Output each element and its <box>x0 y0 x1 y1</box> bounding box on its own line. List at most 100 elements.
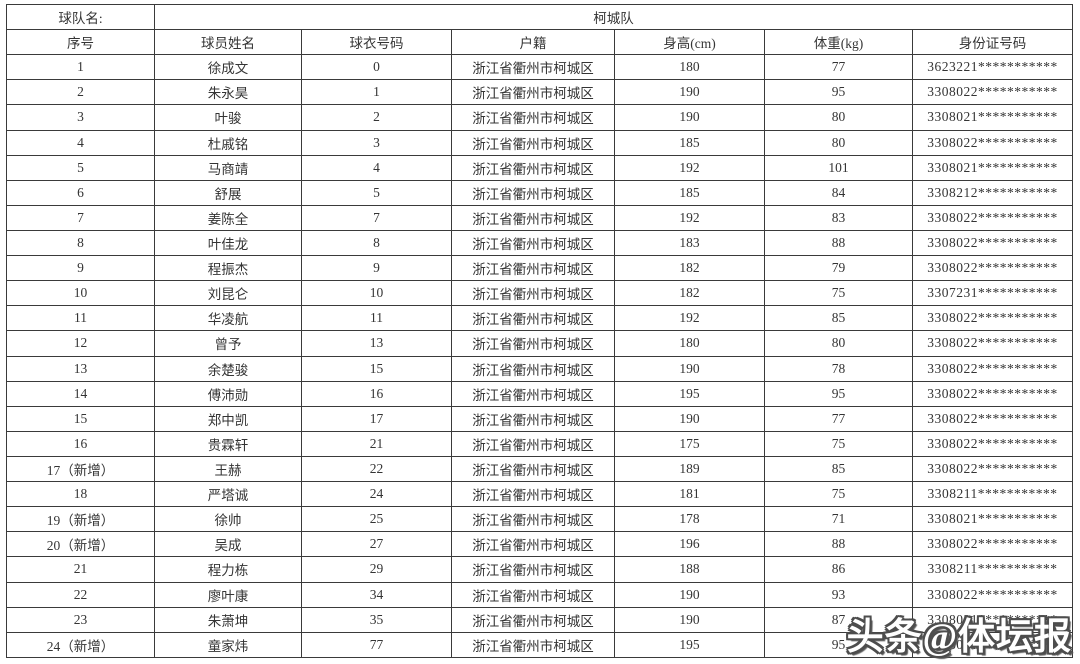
player-row: 23 朱萧坤 35 浙江省衢州市柯城区 190 87 3308021*********** <box>6 606 1074 633</box>
cell-residence: 浙江省衢州市柯城区 <box>451 455 615 483</box>
cell-id: 3307231*********** <box>911 280 1074 307</box>
cell-weight: 71 <box>764 506 913 533</box>
column-header-no: 序号 <box>6 29 155 56</box>
cell-id: 3623221*********** <box>911 54 1074 81</box>
column-header-residence: 户籍 <box>451 29 615 56</box>
player-row: 13 余楚骏 15 浙江省衢州市柯城区 190 78 3308022*********** <box>6 355 1074 382</box>
cell-id: 3308022*********** <box>911 405 1074 432</box>
player-row: 17（新增） 王赫 22 浙江省衢州市柯城区 189 85 3308022*********… <box>6 455 1074 483</box>
cell-weight: 80 <box>764 104 913 131</box>
cell-height: 189 <box>614 455 765 483</box>
cell-name: 廖叶康 <box>154 581 302 608</box>
cell-height: 192 <box>614 305 765 332</box>
column-header-weight: 体重(kg) <box>764 29 913 56</box>
cell-no: 13 <box>6 355 155 382</box>
cell-name: 朱萧坤 <box>154 606 302 633</box>
cell-residence: 浙江省衢州市柯城区 <box>451 255 615 282</box>
column-header-height: 身高(cm) <box>614 29 765 56</box>
roster-table: 球队名: 柯城队 序号 球员姓名 球衣号码 户籍 身高(cm) 体重(kg) 身份证号码 1… <box>6 3 1074 659</box>
cell-id: 3308022*********** <box>911 355 1074 382</box>
cell-id: 3308022*********** <box>911 79 1074 106</box>
cell-weight: 85 <box>764 305 913 332</box>
cell-id: 3308022*********** <box>911 430 1074 457</box>
cell-no: 18 <box>6 481 155 508</box>
player-row: 10 刘昆仑 10 浙江省衢州市柯城区 182 75 3307231*********** <box>6 280 1074 307</box>
cell-residence: 浙江省衢州市柯城区 <box>451 631 615 659</box>
cell-weight: 87 <box>764 606 913 633</box>
cell-jersey: 16 <box>301 380 452 407</box>
cell-jersey: 5 <box>301 179 452 206</box>
cell-residence: 浙江省衢州市柯城区 <box>451 129 615 156</box>
player-row: 22 廖叶康 34 浙江省衢州市柯城区 190 93 3308022*********** <box>6 581 1074 608</box>
cell-no: 14 <box>6 380 155 407</box>
cell-no: 12 <box>6 330 155 357</box>
cell-jersey: 2 <box>301 104 452 131</box>
cell-jersey: 4 <box>301 154 452 181</box>
cell-jersey: 17 <box>301 405 452 432</box>
cell-no: 5 <box>6 154 155 181</box>
cell-name: 王赫 <box>154 455 302 483</box>
player-row: 19（新增） 徐帅 25 浙江省衢州市柯城区 178 71 3308021*********… <box>6 506 1074 533</box>
player-row: 1 徐成文 0 浙江省衢州市柯城区 180 77 3623221*********** <box>6 54 1074 81</box>
cell-jersey: 3 <box>301 129 452 156</box>
player-row: 18 严塔诚 24 浙江省衢州市柯城区 181 75 3308211*********** <box>6 481 1074 508</box>
cell-residence: 浙江省衢州市柯城区 <box>451 531 615 558</box>
cell-id: 3308021*********** <box>911 631 1074 659</box>
cell-weight: 86 <box>764 556 913 583</box>
cell-id: 3308211*********** <box>911 481 1074 508</box>
player-row: 8 叶佳龙 8 浙江省衢州市柯城区 183 88 3308022*********** <box>6 229 1074 257</box>
player-row: 3 叶骏 2 浙江省衢州市柯城区 190 80 3308021*********** <box>6 104 1074 131</box>
cell-name: 杜戚铭 <box>154 129 302 156</box>
cell-name: 舒展 <box>154 179 302 206</box>
cell-height: 190 <box>614 405 765 432</box>
player-row: 11 华凌航 11 浙江省衢州市柯城区 192 85 3308022*********** <box>6 305 1074 332</box>
player-row: 16 贵霖轩 21 浙江省衢州市柯城区 175 75 3308022*********** <box>6 430 1074 457</box>
cell-no: 2 <box>6 79 155 106</box>
cell-name: 严塔诚 <box>154 481 302 508</box>
cell-no: 23 <box>6 606 155 633</box>
cell-residence: 浙江省衢州市柯城区 <box>451 355 615 382</box>
cell-height: 185 <box>614 179 765 206</box>
cell-weight: 88 <box>764 531 913 558</box>
cell-no: 3 <box>6 104 155 131</box>
cell-name: 贵霖轩 <box>154 430 302 457</box>
cell-residence: 浙江省衢州市柯城区 <box>451 481 615 508</box>
cell-residence: 浙江省衢州市柯城区 <box>451 380 615 407</box>
cell-height: 183 <box>614 229 765 257</box>
cell-residence: 浙江省衢州市柯城区 <box>451 606 615 633</box>
player-row: 12 曾予 13 浙江省衢州市柯城区 180 80 3308022*********** <box>6 330 1074 357</box>
column-header-name: 球员姓名 <box>154 29 302 56</box>
cell-no: 21 <box>6 556 155 583</box>
cell-weight: 77 <box>764 54 913 81</box>
player-row: 9 程振杰 9 浙江省衢州市柯城区 182 79 3308022*********** <box>6 255 1074 282</box>
cell-id: 3308021*********** <box>911 606 1074 633</box>
cell-jersey: 27 <box>301 531 452 558</box>
cell-id: 3308022*********** <box>911 305 1074 332</box>
cell-weight: 95 <box>764 79 913 106</box>
cell-height: 192 <box>614 204 765 231</box>
cell-id: 3308022*********** <box>911 330 1074 357</box>
cell-name: 傅沛勋 <box>154 380 302 407</box>
player-row: 21 程力栋 29 浙江省衢州市柯城区 188 86 3308211*********** <box>6 556 1074 583</box>
player-row: 2 朱永昊 1 浙江省衢州市柯城区 190 95 3308022*********** <box>6 79 1074 106</box>
cell-no: 20（新增） <box>6 531 155 558</box>
player-row: 20（新增） 吴成 27 浙江省衢州市柯城区 196 88 3308022*********… <box>6 531 1074 558</box>
cell-no: 17（新增） <box>6 455 155 483</box>
cell-height: 190 <box>614 581 765 608</box>
cell-name: 曾予 <box>154 330 302 357</box>
cell-name: 马商靖 <box>154 154 302 181</box>
cell-jersey: 0 <box>301 54 452 81</box>
cell-residence: 浙江省衢州市柯城区 <box>451 581 615 608</box>
player-row: 6 舒展 5 浙江省衢州市柯城区 185 84 3308212*********** <box>6 179 1074 206</box>
cell-residence: 浙江省衢州市柯城区 <box>451 280 615 307</box>
cell-weight: 80 <box>764 330 913 357</box>
cell-weight: 80 <box>764 129 913 156</box>
team-name-value: 柯城队 <box>153 3 1074 31</box>
cell-jersey: 29 <box>301 556 452 583</box>
cell-weight: 77 <box>764 405 913 432</box>
player-row: 15 郑中凯 17 浙江省衢州市柯城区 190 77 3308022*********** <box>6 405 1074 432</box>
cell-height: 180 <box>614 330 765 357</box>
cell-name: 郑中凯 <box>154 405 302 432</box>
cell-id: 3308022*********** <box>911 455 1074 483</box>
